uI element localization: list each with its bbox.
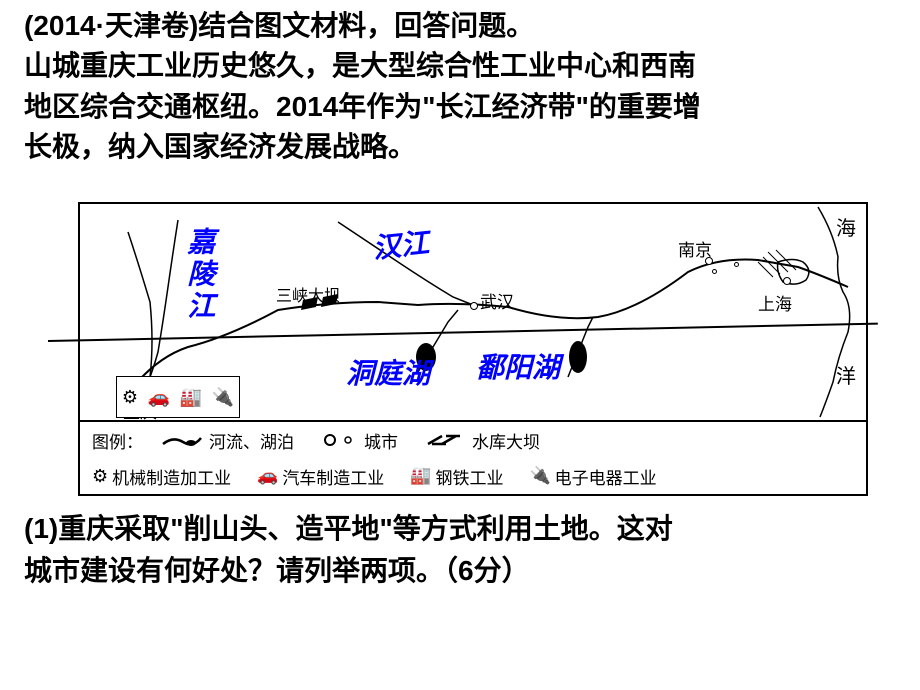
legend-row-1: 图例： 河流、湖泊 城市 水库大坝: [80, 422, 866, 458]
legend-label-steel: 钢铁工业: [435, 464, 503, 489]
car-icon: 🚗: [257, 466, 278, 486]
legend-label-city: 城市: [364, 428, 398, 453]
chongqing-industry-icons: ⚙ 🚗 🏭 🔌: [116, 376, 240, 418]
dam-icon: [424, 430, 466, 450]
city-label-shanghai: 上海: [758, 290, 792, 315]
car-icon: 🚗: [148, 387, 170, 408]
map-figure: 嘉陵江 汉江 洞庭湖 鄱阳湖 重庆 三峡大坝 武汉 南京 上海 海 洋 ⚙ 🚗 …: [78, 202, 868, 496]
question-1: (1)重庆采取"削山头、造平地"等方式利用土地。这对 城市建设有何好处？请列举两…: [24, 508, 673, 592]
intro-line-1: 山城重庆工业历史悠久，是大型综合性工业中心和西南: [24, 46, 701, 87]
gear-icon: ⚙: [122, 387, 138, 408]
legend-item-auto: 🚗 汽车制造工业: [257, 464, 384, 489]
intro-paragraph: 山城重庆工业历史悠久，是大型综合性工业中心和西南 地区综合交通枢纽。2014年作…: [24, 46, 701, 168]
map-legend: 图例： 河流、湖泊 城市 水库大坝: [78, 420, 868, 496]
plug-icon: 🔌: [529, 466, 550, 486]
city-dot-small-2: [734, 262, 739, 267]
legend-item-city: 城市: [320, 428, 398, 453]
dam-label: 三峡大坝: [276, 282, 340, 306]
legend-row-2: ⚙ 机械制造加工业 🚗 汽车制造工业 🏭 钢铁工业 🔌 电子电器工业: [80, 458, 866, 494]
city-circle-icon: [320, 430, 358, 450]
sea-char-top: 海: [836, 212, 856, 241]
intro-line-2: 地区综合交通枢纽。2014年作为"长江经济带"的重要增: [24, 87, 701, 128]
city-dot-small-1: [712, 269, 717, 274]
sea-char-bottom: 洋: [836, 360, 856, 389]
lake-label-poyang: 鄱阳湖: [476, 354, 560, 383]
plug-icon: 🔌: [212, 387, 234, 408]
factory-icon: 🏭: [180, 387, 202, 408]
factory-icon: 🏭: [410, 466, 431, 486]
city-label-wuhan: 武汉: [480, 288, 514, 313]
question-line-1: (1)重庆采取"削山头、造平地"等方式利用土地。这对: [24, 508, 673, 550]
legend-label-machinery: 机械制造加工业: [112, 464, 231, 489]
river-label-jialing: 嘉陵江: [184, 220, 213, 330]
legend-label-auto: 汽车制造工业: [282, 464, 384, 489]
city-dot-shanghai: [783, 277, 791, 285]
legend-item-dam: 水库大坝: [424, 428, 540, 453]
intro-line-3: 长极，纳入国家经济发展战略。: [24, 127, 701, 168]
question-line-2: 城市建设有何好处？请列举两项。（6分）: [24, 550, 673, 592]
legend-label-river: 河流、湖泊: [209, 428, 294, 453]
city-label-nanjing: 南京: [678, 236, 712, 261]
exam-source-title: (2014·天津卷)结合图文材料，回答问题。: [24, 4, 534, 44]
river-line-icon: [161, 430, 203, 450]
legend-item-electronics: 🔌 电子电器工业: [529, 464, 656, 489]
legend-item-river: 河流、湖泊: [161, 428, 294, 453]
gear-icon: ⚙: [92, 466, 108, 487]
city-dot-wuhan: [470, 302, 478, 310]
river-label-hanjiang: 汉江: [372, 229, 431, 264]
legend-item-steel: 🏭 钢铁工业: [410, 464, 503, 489]
legend-label-electronics: 电子电器工业: [555, 464, 657, 489]
lake-label-dongting: 洞庭湖: [346, 360, 430, 389]
legend-item-machinery: ⚙ 机械制造加工业: [92, 464, 231, 489]
legend-title: 图例：: [92, 428, 143, 453]
legend-label-dam: 水库大坝: [472, 428, 540, 453]
